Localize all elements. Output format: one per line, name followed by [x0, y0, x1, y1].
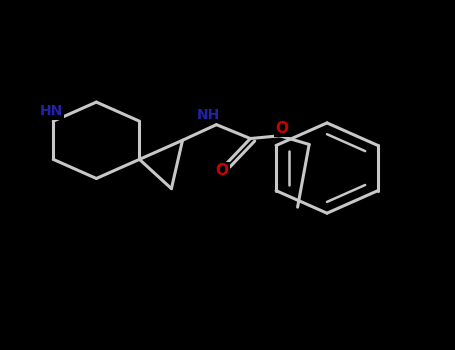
Text: O: O	[276, 121, 288, 135]
Text: O: O	[215, 163, 228, 178]
Text: HN: HN	[40, 104, 63, 118]
Text: NH: NH	[197, 108, 220, 122]
